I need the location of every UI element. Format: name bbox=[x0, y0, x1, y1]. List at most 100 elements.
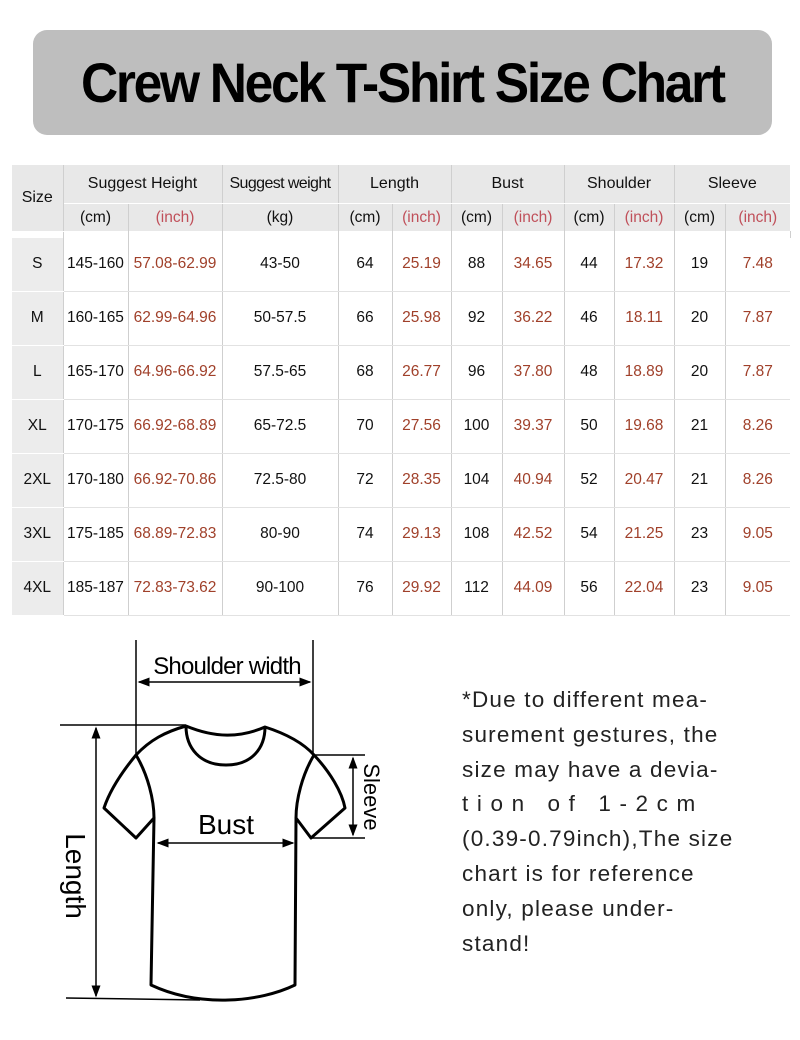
table-row: S 145-160 57.08-62.99 43-50 64 25.19 88 34.65 44… bbox=[12, 237, 791, 292]
value-cell: 185-187 bbox=[63, 561, 129, 616]
table-row: 2XL 170-180 66.92-70.86 72.5-80 72 28.35 104 40… bbox=[12, 453, 791, 508]
table-row: XL 170-175 66.92-68.89 65-72.5 70 27.56 100 39.… bbox=[12, 399, 791, 454]
header-length: Length bbox=[338, 165, 452, 204]
value-cell: 104 bbox=[451, 453, 503, 508]
value-cell: 21 bbox=[674, 453, 726, 508]
note-line: size may have a devia- bbox=[462, 756, 719, 782]
value-cell: 25.19 bbox=[392, 237, 452, 292]
size-cell: 2XL bbox=[12, 453, 64, 508]
header-row: Size Suggest Height Suggest weight Length Bu… bbox=[12, 165, 791, 232]
unit-cell: (kg) bbox=[222, 203, 339, 231]
value-cell: 18.11 bbox=[614, 291, 675, 346]
value-cell: 175-185 bbox=[63, 507, 129, 562]
note-line: chart is for reference bbox=[462, 860, 695, 886]
note-line: *Due to different mea- bbox=[462, 687, 709, 712]
value-cell: 54 bbox=[564, 507, 615, 562]
unit-cell: (cm) bbox=[451, 203, 503, 231]
value-cell: 72 bbox=[338, 453, 393, 508]
title-banner: Crew Neck T-Shirt Size Chart bbox=[33, 30, 772, 135]
value-cell: 19 bbox=[674, 237, 726, 292]
size-cell: S bbox=[12, 237, 64, 292]
value-cell: 43-50 bbox=[222, 237, 339, 292]
value-cell: 9.05 bbox=[725, 507, 791, 562]
value-cell: 21.25 bbox=[614, 507, 675, 562]
note-line: only, please under- bbox=[462, 895, 675, 921]
table-row: L 165-170 64.96-66.92 57.5-65 68 26.77 96 37.80… bbox=[12, 345, 791, 400]
unit-cell: (inch) bbox=[725, 203, 791, 231]
header-size: Size bbox=[12, 165, 64, 232]
value-cell: 7.48 bbox=[725, 237, 791, 292]
value-cell: 40.94 bbox=[502, 453, 565, 508]
value-cell: 66.92-70.86 bbox=[128, 453, 223, 508]
value-cell: 8.26 bbox=[725, 399, 791, 454]
unit-row: (cm) (inch) (kg) (cm) (inch) (cm) (inch) (cm) (i… bbox=[12, 203, 791, 231]
value-cell: 88 bbox=[451, 237, 503, 292]
value-cell: 52 bbox=[564, 453, 615, 508]
unit-cell: (inch) bbox=[502, 203, 565, 231]
value-cell: 50-57.5 bbox=[222, 291, 339, 346]
value-cell: 66 bbox=[338, 291, 393, 346]
value-cell: 23 bbox=[674, 507, 726, 562]
value-cell: 64 bbox=[338, 237, 393, 292]
value-cell: 74 bbox=[338, 507, 393, 562]
value-cell: 65-72.5 bbox=[222, 399, 339, 454]
value-cell: 96 bbox=[451, 345, 503, 400]
tshirt-outline bbox=[102, 724, 347, 1002]
unit-cell: (cm) bbox=[338, 203, 393, 231]
shoulder-width-label: Shoulder width bbox=[153, 653, 301, 680]
length-label: Length bbox=[60, 833, 91, 919]
value-cell: 29.13 bbox=[392, 507, 452, 562]
value-cell: 26.77 bbox=[392, 345, 452, 400]
value-cell: 20 bbox=[674, 291, 726, 346]
header-sleeve: Sleeve bbox=[674, 165, 791, 204]
value-cell: 46 bbox=[564, 291, 615, 346]
value-cell: 92 bbox=[451, 291, 503, 346]
note-line: stand! bbox=[462, 930, 531, 956]
value-cell: 62.99-64.96 bbox=[128, 291, 223, 346]
value-cell: 66.92-68.89 bbox=[128, 399, 223, 454]
size-table: Size Suggest Height Suggest weight Length Bu… bbox=[12, 165, 791, 616]
header-shoulder: Shoulder bbox=[564, 165, 675, 204]
value-cell: 56 bbox=[564, 561, 615, 616]
value-cell: 100 bbox=[451, 399, 503, 454]
value-cell: 76 bbox=[338, 561, 393, 616]
value-cell: 72.5-80 bbox=[222, 453, 339, 508]
unit-cell: (cm) bbox=[674, 203, 726, 231]
bust-label: Bust bbox=[198, 809, 254, 840]
note-line: tion of 1-2cm bbox=[462, 791, 704, 817]
value-cell: 160-165 bbox=[63, 291, 129, 346]
size-cell: 3XL bbox=[12, 507, 64, 562]
value-cell: 23 bbox=[674, 561, 726, 616]
note-line: surement gestures, the bbox=[462, 721, 719, 747]
table-row: 3XL 175-185 68.89-72.83 80-90 74 29.13 108 42.5… bbox=[12, 507, 791, 562]
value-cell: 68.89-72.83 bbox=[128, 507, 223, 562]
value-cell: 17.32 bbox=[614, 237, 675, 292]
value-cell: 22.04 bbox=[614, 561, 675, 616]
size-cell: M bbox=[12, 291, 64, 346]
value-cell: 19.68 bbox=[614, 399, 675, 454]
header-weight: Suggest weight bbox=[222, 165, 339, 204]
value-cell: 28.35 bbox=[392, 453, 452, 508]
value-cell: 108 bbox=[451, 507, 503, 562]
value-cell: 72.83-73.62 bbox=[128, 561, 223, 616]
value-cell: 39.37 bbox=[502, 399, 565, 454]
unit-cell: (inch) bbox=[128, 203, 223, 231]
unit-cell: (cm) bbox=[63, 203, 129, 231]
value-cell: 145-160 bbox=[63, 237, 129, 292]
header-bust: Bust bbox=[451, 165, 565, 204]
value-cell: 57.5-65 bbox=[222, 345, 339, 400]
measure-lines bbox=[60, 640, 365, 1001]
note-line: (0.39-0.79inch),The size bbox=[462, 826, 734, 852]
sleeve-label: Sleeve bbox=[359, 763, 384, 830]
value-cell: 80-90 bbox=[222, 507, 339, 562]
measurement-note: *Due to different mea-surement gestures,… bbox=[462, 683, 733, 961]
value-cell: 29.92 bbox=[392, 561, 452, 616]
value-cell: 7.87 bbox=[725, 291, 791, 346]
size-cell: XL bbox=[12, 399, 64, 454]
value-cell: 70 bbox=[338, 399, 393, 454]
value-cell: 8.26 bbox=[725, 453, 791, 508]
value-cell: 64.96-66.92 bbox=[128, 345, 223, 400]
value-cell: 165-170 bbox=[63, 345, 129, 400]
value-cell: 44 bbox=[564, 237, 615, 292]
